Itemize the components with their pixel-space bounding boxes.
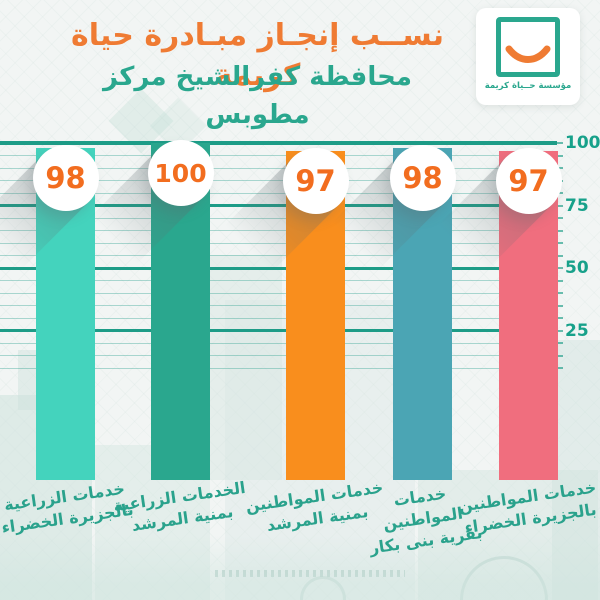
gridline-major	[0, 329, 557, 332]
value-badge: 98	[389, 145, 456, 211]
gridline-minor	[0, 167, 557, 169]
logo-caption: مؤسسة حــياة كريمة	[484, 81, 572, 91]
y-axis-tick-label: 50	[565, 258, 589, 278]
value-badge: 100	[147, 140, 214, 206]
gridline-minor	[0, 230, 557, 231]
y-axis-tick	[557, 192, 563, 194]
y-axis-tick	[557, 154, 563, 157]
value-badge: 97	[495, 147, 562, 214]
gridline-minor	[0, 180, 557, 181]
value-badge-number: 97	[295, 163, 336, 198]
y-axis-tick	[557, 304, 563, 307]
logo-square-frame	[496, 17, 560, 77]
page-title-line2: محافظة كفرالشيخ مركز مطوبس	[103, 62, 412, 130]
gridline-minor	[0, 292, 557, 294]
y-axis-tick	[557, 292, 563, 294]
gridline-major	[0, 266, 557, 270]
y-axis-tick	[557, 142, 563, 144]
smile-icon	[505, 45, 551, 63]
gridline-minor	[0, 255, 557, 256]
y-axis-tick	[557, 329, 563, 332]
y-axis-tick	[557, 217, 563, 219]
y-axis-tick-label: 100	[565, 133, 600, 153]
haya-karima-logo: مؤسسة حــياة كريمة	[476, 8, 580, 105]
gridline-major	[0, 204, 557, 207]
gridline-minor	[0, 342, 557, 344]
y-axis-tick-label: 25	[565, 320, 589, 341]
gridline-minor	[0, 242, 557, 244]
value-badge-number: 97	[508, 163, 549, 198]
y-axis-tick	[557, 254, 563, 257]
y-axis-tick	[557, 354, 563, 357]
y-axis-tick	[557, 204, 563, 207]
value-badge-number: 98	[402, 161, 443, 195]
y-axis-tick	[557, 317, 563, 319]
gridline-minor	[0, 355, 557, 356]
value-badge-number: 100	[154, 158, 207, 188]
gridline-minor	[0, 155, 557, 156]
value-badge: 98	[32, 145, 99, 211]
page-title-line1: نســب إنجـاز مبـادرة حياة كريمة	[71, 18, 444, 93]
value-badge: 97	[282, 147, 349, 214]
gridline-minor	[0, 217, 557, 219]
y-axis-tick	[557, 267, 563, 269]
value-badge-number: 98	[45, 161, 86, 195]
y-axis-tick-label: 75	[565, 195, 589, 216]
gridline-minor	[0, 192, 557, 194]
bg-building	[196, 255, 282, 480]
gridline-major	[0, 141, 557, 145]
y-axis-tick	[557, 167, 563, 169]
gridline-minor	[0, 317, 557, 319]
y-axis-tick	[557, 279, 563, 282]
gridline-minor	[0, 367, 557, 369]
y-axis-tick	[557, 242, 563, 244]
y-axis-tick	[557, 229, 563, 232]
gridline-minor	[0, 280, 557, 281]
bg-bottom-wash	[0, 535, 600, 600]
gridline-minor	[0, 305, 557, 306]
y-axis-tick	[557, 342, 563, 344]
y-axis-tick	[557, 367, 563, 369]
